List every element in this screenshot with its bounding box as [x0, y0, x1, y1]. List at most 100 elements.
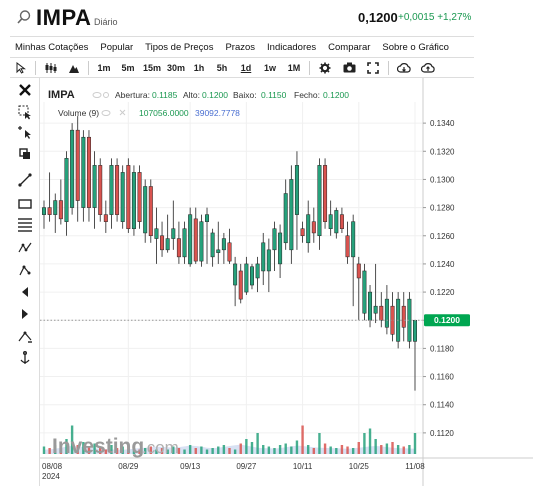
candle: [261, 232, 266, 286]
pattern-icon[interactable]: [17, 240, 33, 256]
candle: [317, 158, 322, 250]
candle: [384, 285, 389, 335]
x-axis: 08/08 08/29 09/13 09/27 10/11 10/25 11/08 2024: [40, 457, 533, 481]
x-tick-label: 10/25: [349, 462, 370, 471]
candle: [328, 200, 333, 236]
candle-body: [216, 249, 221, 253]
volume-bar: [172, 446, 175, 454]
candle-body: [339, 214, 344, 229]
candle-body: [205, 214, 210, 222]
menu-tipos-de-precos[interactable]: Tipos de Preços: [145, 41, 214, 53]
legend-symbol: IMPA: [48, 89, 75, 101]
x-tick-label: 08/08: [42, 462, 63, 471]
area-type-button[interactable]: [63, 59, 85, 77]
crosshair-icon[interactable]: [17, 124, 33, 140]
trend-line-icon[interactable]: [17, 172, 33, 188]
settings-button[interactable]: [313, 59, 337, 77]
arrow-right-icon[interactable]: [17, 306, 33, 322]
candle: [323, 158, 328, 229]
clone-icon[interactable]: [17, 146, 33, 162]
y-tick-label: 0.1280: [430, 204, 455, 213]
menu-popular[interactable]: Popular: [100, 41, 134, 53]
price-chart[interactable]: Investing .com 0.13400.13200.13000.12800…: [40, 78, 533, 486]
candle: [120, 165, 125, 229]
upload-button[interactable]: [416, 59, 440, 77]
interval-1m[interactable]: 1m: [97, 62, 111, 73]
projection-icon[interactable]: [17, 262, 33, 278]
measure-icon[interactable]: [17, 328, 33, 344]
legend-high-label: Alto:: [183, 90, 200, 100]
interval-5m[interactable]: 5m: [121, 62, 135, 73]
menu-comparar[interactable]: Comparar: [328, 41, 371, 53]
menu-prazos[interactable]: Prazos: [225, 41, 256, 53]
candle-body: [351, 221, 356, 258]
interval-15m[interactable]: 15m: [142, 62, 161, 73]
legend-eye-icon[interactable]: [92, 92, 102, 98]
volume-bar: [54, 445, 57, 454]
volume-bar: [357, 442, 360, 454]
interval-1mo[interactable]: 1M: [287, 62, 301, 73]
volume-bar: [177, 448, 181, 454]
anchor-icon[interactable]: [17, 350, 33, 366]
interval-1h[interactable]: 1h: [193, 62, 205, 73]
volume-eye-icon[interactable]: [101, 110, 111, 116]
interval-1w[interactable]: 1w: [263, 62, 276, 73]
x-year-label: 2024: [42, 472, 60, 481]
volume-bar: [59, 448, 63, 454]
menu-minhas-cotacoes[interactable]: Minhas Cotações: [15, 41, 89, 53]
y-tick-label: 0.1240: [430, 260, 455, 269]
candle-body: [165, 238, 170, 251]
menu-sobre-o-grafico[interactable]: Sobre o Gráfico: [382, 41, 449, 53]
arrow-left-icon[interactable]: [17, 284, 33, 300]
candle-body: [126, 165, 131, 229]
snapshot-button[interactable]: [337, 59, 361, 77]
search-icon[interactable]: [16, 9, 32, 25]
volume-bar: [104, 449, 108, 454]
cloud-upload-icon: [421, 62, 435, 73]
candle-body: [227, 242, 232, 262]
x-tick-label: 11/08: [405, 462, 425, 471]
chart-menu-bar: Minhas Cotações Popular Tipos de Preços …: [10, 36, 474, 58]
volume-bar: [273, 448, 276, 454]
rectangle-icon[interactable]: [17, 196, 33, 212]
candle-body: [115, 165, 120, 215]
interval-30m[interactable]: 30m: [166, 62, 185, 73]
select-area-icon[interactable]: [17, 104, 33, 120]
candle-body: [75, 129, 80, 201]
close-icon[interactable]: [17, 82, 33, 98]
download-button[interactable]: [392, 59, 416, 77]
candle-body: [272, 228, 277, 251]
candle: [160, 221, 165, 257]
volume-bar: [42, 446, 46, 454]
volume-bar: [228, 448, 231, 454]
interval-1d-selected[interactable]: 1d: [240, 62, 252, 73]
volume-bar: [211, 448, 214, 454]
candle-body: [221, 238, 226, 251]
volume-bar: [408, 445, 411, 454]
candle-body: [64, 158, 69, 222]
volume-bar: [115, 448, 119, 454]
candle-body: [199, 221, 204, 262]
candle: [272, 221, 277, 271]
candle: [334, 207, 339, 239]
volume-bar: [149, 446, 153, 454]
menu-indicadores[interactable]: Indicadores: [267, 41, 317, 53]
volume-close-icon[interactable]: [119, 109, 126, 116]
fibonacci-icon[interactable]: [17, 216, 33, 232]
volume-bar: [155, 449, 158, 454]
candle-body: [255, 263, 260, 279]
volume-bar: [385, 443, 389, 454]
volume-bar: [312, 448, 316, 454]
cursor-tool-button[interactable]: [10, 59, 32, 77]
volume-bar: [346, 446, 349, 454]
legend-settings-icon[interactable]: [103, 92, 109, 98]
candle-type-button[interactable]: [39, 59, 63, 77]
candle-body: [70, 129, 75, 208]
fullscreen-button[interactable]: [361, 59, 385, 77]
interval-5h[interactable]: 5h: [216, 62, 228, 73]
chart-toolbar: 1m 5m 15m 30m 1h 5h 1d 1w 1M: [10, 58, 474, 78]
candle-body: [154, 228, 159, 239]
volume-bar: [160, 448, 164, 454]
candle: [373, 263, 378, 324]
candle: [255, 256, 260, 293]
